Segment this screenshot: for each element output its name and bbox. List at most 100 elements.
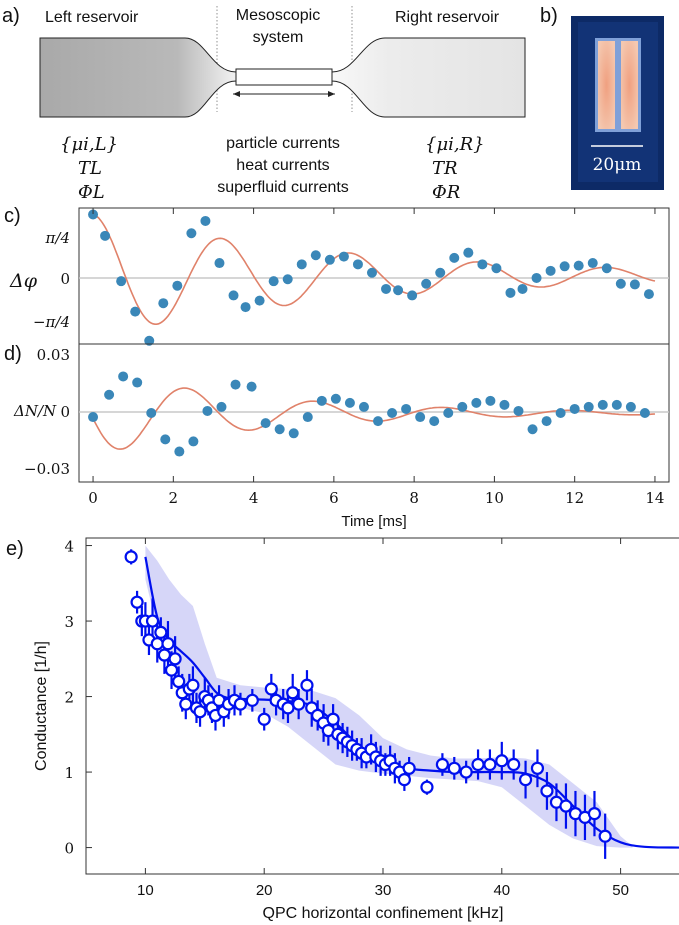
plot-e-data-point bbox=[518, 773, 533, 787]
panel-label-d: d) bbox=[4, 343, 22, 365]
right-reservoir-shape bbox=[331, 37, 526, 118]
plot-d-data-point bbox=[246, 381, 257, 392]
plot-c-data-point bbox=[296, 259, 307, 270]
plot-e-data-point bbox=[397, 773, 411, 787]
plot-e-data-point bbox=[507, 757, 521, 772]
plot-c-ytick-zero: 0 bbox=[60, 270, 70, 288]
plot-d-xlabel: Time [ms] bbox=[341, 513, 406, 530]
plot-d-ylabel: ΔN/N bbox=[13, 402, 57, 420]
right-phi-label: ΦR bbox=[432, 182, 460, 203]
plot-d-xtick-label: 14 bbox=[645, 489, 664, 507]
plot-d-data-point bbox=[555, 408, 566, 418]
plot-d-data-point bbox=[188, 436, 199, 447]
left-phi-label: ΦL bbox=[78, 182, 105, 203]
left-mu-label: {μi,L} bbox=[60, 134, 118, 155]
plot-e-xlabel: QPC horizontal confinement [kHz] bbox=[263, 905, 504, 922]
plot-c-data-point bbox=[463, 247, 474, 258]
particle-currents-label: particle currents bbox=[226, 135, 340, 152]
plot-d-xtick-label: 0 bbox=[88, 489, 98, 507]
plot-d-ytick-zero: 0 bbox=[60, 403, 70, 421]
plot-d-data-point bbox=[260, 418, 271, 429]
plot-d-data-point bbox=[625, 401, 636, 412]
plot-d-data-point bbox=[569, 403, 580, 414]
plot-c-data-point bbox=[587, 258, 598, 269]
plot-c-data-point bbox=[324, 254, 335, 265]
plot-c-data-point bbox=[254, 295, 265, 306]
plot-e-data-point bbox=[164, 663, 179, 677]
plot-d-marks bbox=[88, 371, 656, 457]
plot-e-xtick-label: 10 bbox=[137, 882, 154, 899]
plot-d-data-point bbox=[358, 401, 369, 412]
plot-d-data-point bbox=[288, 428, 299, 439]
plot-e-data-point bbox=[459, 765, 473, 779]
plot-c-data-point bbox=[435, 267, 446, 278]
plot-e-marks bbox=[124, 545, 679, 859]
plot-c-data-point bbox=[517, 283, 528, 294]
plot-d-data-point bbox=[611, 399, 622, 410]
plot-e-xtick-label: 50 bbox=[612, 882, 629, 899]
plot-c-data-point bbox=[629, 279, 640, 290]
plot-e-data-point bbox=[281, 701, 295, 715]
plot-d-data-point bbox=[457, 401, 468, 412]
plot-c-data-point bbox=[100, 230, 111, 241]
plot-e-data-point bbox=[326, 712, 340, 726]
plot-c-data-point bbox=[559, 261, 570, 272]
plot-d-data-point bbox=[513, 405, 524, 416]
plot-e-data-point bbox=[154, 625, 168, 639]
plot-e-data-point bbox=[402, 761, 416, 775]
plot-c-data-point bbox=[421, 278, 432, 289]
plot-e-data-point bbox=[559, 799, 573, 813]
plot-c-data-point bbox=[282, 274, 293, 285]
plot-d-ytick-bottom: −0.03 bbox=[24, 460, 70, 478]
superfluid-currents-label: superfluid currents bbox=[217, 179, 349, 196]
plot-d-frame bbox=[78, 343, 670, 483]
mesoscopic-channel bbox=[235, 68, 333, 86]
plot-c-data-point bbox=[643, 289, 654, 300]
right-mu-label: {μi,R} bbox=[425, 134, 485, 155]
plot-d-data-point bbox=[88, 412, 99, 423]
panel-label-e: e) bbox=[6, 538, 24, 560]
plot-e-ytick-label: 4 bbox=[64, 538, 74, 556]
plot-e-data-point bbox=[193, 705, 207, 719]
plot-d-data-point bbox=[387, 408, 398, 418]
plot-d-data-point bbox=[316, 395, 327, 406]
plot-d-xtick-label: 4 bbox=[249, 489, 259, 507]
cloud-left bbox=[598, 41, 615, 129]
right-T-label: TR bbox=[432, 158, 458, 179]
plot-c-data-point bbox=[214, 258, 225, 269]
plot-d-data-point bbox=[104, 389, 115, 400]
plot-e-ylabel: Conductance [1/h] bbox=[33, 641, 50, 771]
plot-d-data-point bbox=[274, 424, 285, 435]
plot-c-data-point bbox=[88, 209, 99, 220]
plot-d-data-point bbox=[443, 408, 454, 418]
plot-d-data-point bbox=[146, 408, 157, 418]
plot-e-data-point bbox=[420, 780, 434, 794]
plot-c-data-point bbox=[615, 278, 626, 289]
plot-e-data-point bbox=[130, 595, 144, 609]
plot-c-data-point bbox=[130, 306, 141, 317]
plot-c-data-point bbox=[240, 302, 251, 313]
plot-c-data-point bbox=[601, 263, 612, 274]
plot-d-data-point bbox=[330, 393, 341, 404]
plot-d-data-point bbox=[471, 397, 482, 408]
plot-d-data-point bbox=[118, 371, 129, 382]
plot-d-data-point bbox=[415, 412, 426, 423]
plot-e-data-point bbox=[292, 697, 306, 711]
plot-e-xtick-label: 40 bbox=[493, 882, 510, 899]
plot-c-data-point bbox=[545, 265, 556, 276]
left-T-label: TL bbox=[78, 158, 102, 179]
plot-c-data-point bbox=[505, 287, 516, 298]
plot-d-data-point bbox=[429, 416, 440, 427]
plot-e-data-point bbox=[264, 682, 278, 696]
plot-e-data-point bbox=[145, 614, 160, 628]
plot-d-xtick-label: 6 bbox=[329, 489, 339, 507]
plot-c-data-point bbox=[407, 290, 418, 301]
plot-d-data-point bbox=[499, 399, 510, 410]
plot-c-marks bbox=[88, 209, 656, 346]
plot-e-ytick-label: 2 bbox=[64, 689, 74, 707]
plot-d-data-point bbox=[485, 395, 496, 406]
plot-e-data-point bbox=[124, 550, 138, 564]
plot-e-data-point bbox=[495, 754, 509, 768]
plot-e-data-point bbox=[233, 697, 248, 711]
